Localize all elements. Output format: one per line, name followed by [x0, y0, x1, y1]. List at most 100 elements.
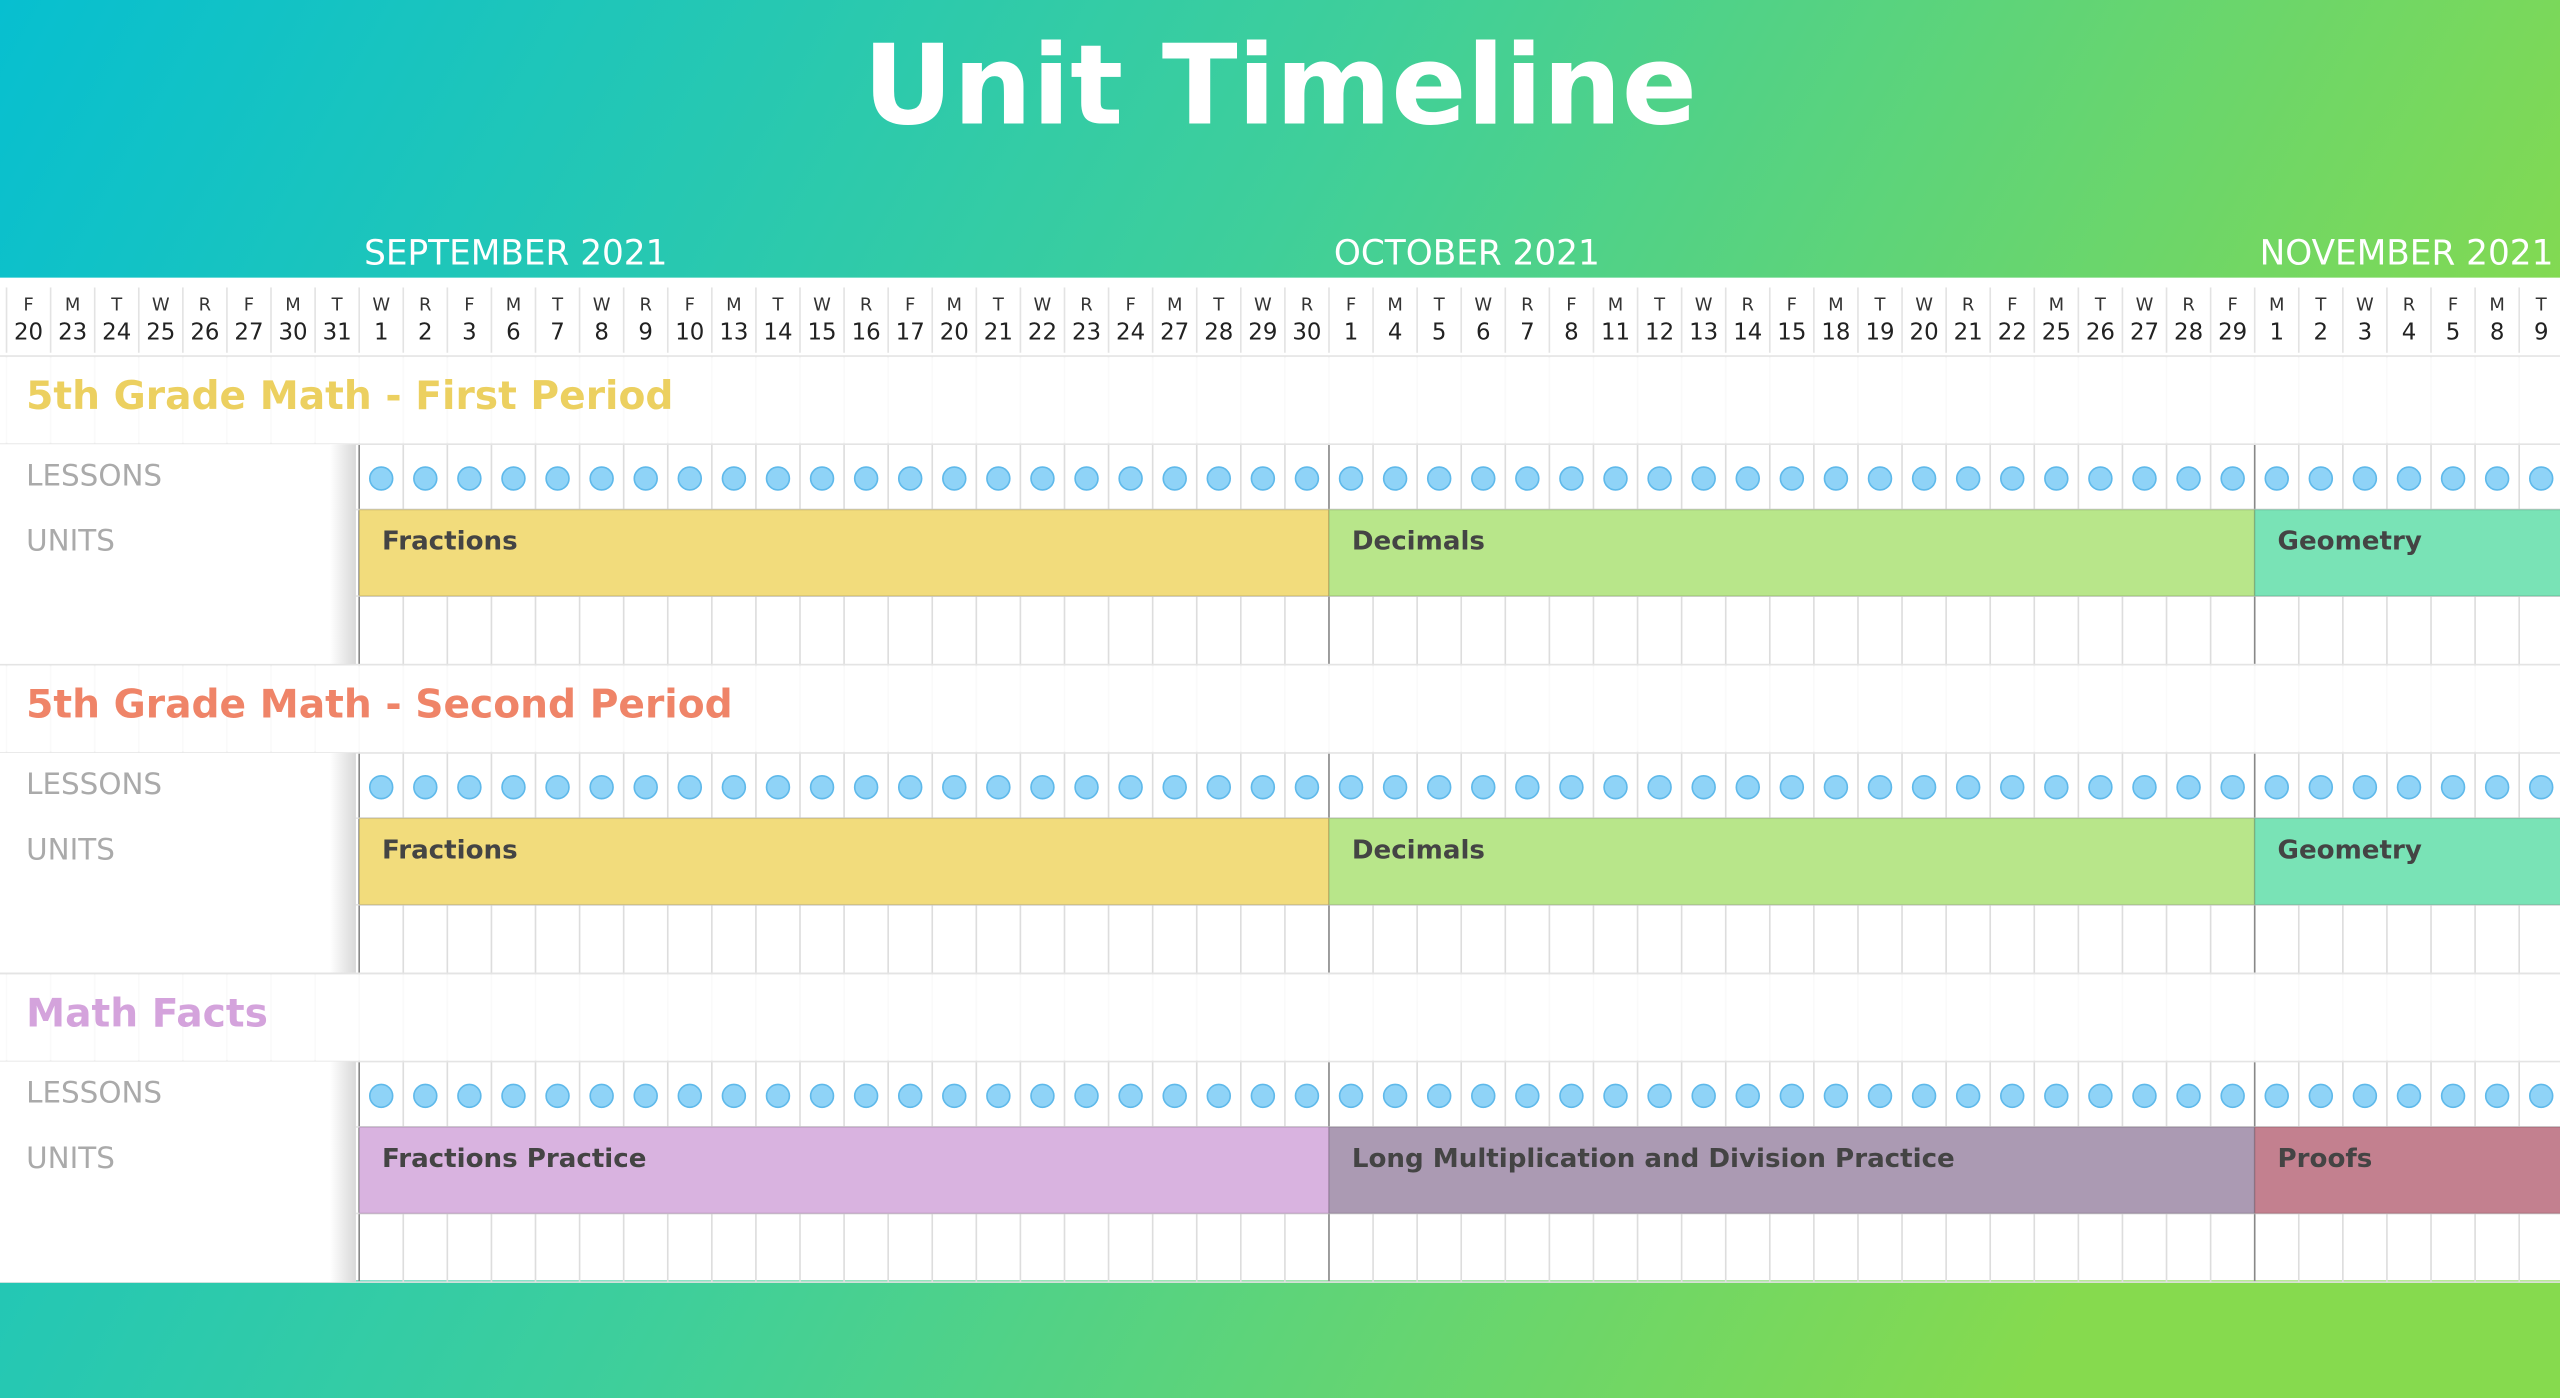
lesson-dot[interactable] — [1647, 466, 1672, 491]
lesson-dot[interactable] — [1691, 466, 1716, 491]
lesson-dot[interactable] — [765, 774, 791, 800]
lesson-dot[interactable] — [2484, 466, 2510, 491]
lesson-dot[interactable] — [986, 774, 1011, 800]
lesson-dot[interactable] — [2044, 774, 2069, 800]
lesson-dot[interactable] — [721, 774, 747, 800]
lesson-dot[interactable] — [1426, 466, 1452, 491]
lesson-dot[interactable] — [1823, 1083, 1849, 1109]
lesson-dot[interactable] — [2352, 466, 2378, 491]
lesson-dot[interactable] — [1559, 774, 1584, 800]
lesson-dot[interactable] — [1603, 774, 1628, 800]
lesson-dot[interactable] — [545, 1083, 570, 1109]
lesson-dot[interactable] — [2484, 1083, 2510, 1109]
lesson-dot[interactable] — [2264, 1083, 2289, 1109]
lesson-dot[interactable] — [1030, 774, 1055, 800]
lesson-dot[interactable] — [589, 1083, 614, 1109]
lesson-dot[interactable] — [1162, 466, 1187, 491]
lesson-dot[interactable] — [853, 466, 879, 491]
lesson-dot[interactable] — [2396, 1083, 2422, 1109]
lesson-dot[interactable] — [1338, 1083, 1364, 1109]
lesson-dot[interactable] — [2264, 774, 2289, 800]
lesson-dot[interactable] — [1118, 1083, 1143, 1109]
lesson-dot[interactable] — [2352, 1083, 2378, 1109]
lesson-dot[interactable] — [2044, 1083, 2069, 1109]
lesson-dot[interactable] — [1515, 774, 1540, 800]
lesson-dot[interactable] — [677, 466, 703, 491]
lesson-dot[interactable] — [2440, 774, 2466, 800]
lesson-dot[interactable] — [1735, 466, 1760, 491]
lesson-dot[interactable] — [368, 774, 394, 800]
lesson-dot[interactable] — [1911, 774, 1937, 800]
lesson-dot[interactable] — [2220, 774, 2245, 800]
lesson-dot[interactable] — [2132, 1083, 2157, 1109]
lesson-dot[interactable] — [633, 1083, 658, 1109]
lesson-dot[interactable] — [1603, 1083, 1628, 1109]
lesson-dot[interactable] — [1691, 1083, 1716, 1109]
unit-bar[interactable] — [1328, 817, 2256, 906]
lesson-dot[interactable] — [2088, 774, 2113, 800]
lesson-dot[interactable] — [413, 466, 438, 491]
lesson-dot[interactable] — [765, 466, 791, 491]
lesson-dot[interactable] — [2308, 1083, 2334, 1109]
lesson-dot[interactable] — [677, 1083, 703, 1109]
lesson-dot[interactable] — [1338, 774, 1364, 800]
lesson-dot[interactable] — [2220, 1083, 2245, 1109]
lesson-dot[interactable] — [1779, 1083, 1805, 1109]
lesson-dot[interactable] — [589, 774, 614, 800]
lesson-dot[interactable] — [1779, 466, 1805, 491]
lesson-dot[interactable] — [1515, 1083, 1540, 1109]
lesson-dot[interactable] — [1030, 466, 1055, 491]
lesson-dot[interactable] — [1735, 1083, 1760, 1109]
lesson-dot[interactable] — [765, 1083, 791, 1109]
lesson-dot[interactable] — [1030, 1083, 1055, 1109]
lesson-dot[interactable] — [2308, 774, 2334, 800]
lesson-dot[interactable] — [1867, 1083, 1893, 1109]
lesson-dot[interactable] — [368, 1083, 394, 1109]
lesson-dot[interactable] — [2000, 466, 2025, 491]
lesson-dot[interactable] — [1294, 774, 1320, 800]
lesson-dot[interactable] — [2000, 774, 2025, 800]
lesson-dot[interactable] — [2176, 466, 2201, 491]
lesson-dot[interactable] — [368, 466, 394, 491]
lesson-dot[interactable] — [1382, 774, 1408, 800]
lesson-dot[interactable] — [1074, 774, 1099, 800]
lesson-dot[interactable] — [809, 466, 835, 491]
unit-bar[interactable] — [2253, 817, 2560, 906]
lesson-dot[interactable] — [942, 466, 967, 491]
lesson-dot[interactable] — [1471, 1083, 1496, 1109]
lesson-dot[interactable] — [2088, 1083, 2113, 1109]
lesson-dot[interactable] — [1206, 774, 1232, 800]
lesson-dot[interactable] — [1074, 466, 1099, 491]
lesson-dot[interactable] — [589, 466, 614, 491]
lesson-dot[interactable] — [1735, 774, 1760, 800]
lesson-dot[interactable] — [2396, 466, 2422, 491]
lesson-dot[interactable] — [1955, 774, 1981, 800]
lesson-dot[interactable] — [1603, 466, 1628, 491]
lesson-dot[interactable] — [1162, 774, 1187, 800]
lesson-dot[interactable] — [986, 1083, 1011, 1109]
lesson-dot[interactable] — [1955, 1083, 1981, 1109]
lesson-dot[interactable] — [1559, 466, 1584, 491]
lesson-dot[interactable] — [809, 774, 835, 800]
lesson-dot[interactable] — [1955, 466, 1981, 491]
lesson-dot[interactable] — [413, 774, 438, 800]
unit-bar[interactable] — [358, 508, 1330, 597]
lesson-dot[interactable] — [942, 1083, 967, 1109]
lesson-dot[interactable] — [413, 1083, 438, 1109]
lesson-dot[interactable] — [721, 466, 747, 491]
lesson-dot[interactable] — [677, 774, 703, 800]
lesson-dot[interactable] — [2132, 466, 2157, 491]
unit-bar[interactable] — [358, 1126, 1330, 1215]
lesson-dot[interactable] — [501, 1083, 526, 1109]
unit-bar[interactable] — [1328, 1126, 2256, 1215]
unit-bar[interactable] — [2253, 508, 2560, 597]
lesson-dot[interactable] — [2352, 774, 2378, 800]
unit-bar[interactable] — [358, 817, 1330, 906]
lesson-dot[interactable] — [1206, 1083, 1232, 1109]
lesson-dot[interactable] — [1867, 774, 1893, 800]
lesson-dot[interactable] — [1471, 466, 1496, 491]
lesson-dot[interactable] — [897, 774, 923, 800]
lesson-dot[interactable] — [1426, 1083, 1452, 1109]
lesson-dot[interactable] — [986, 466, 1011, 491]
lesson-dot[interactable] — [457, 774, 482, 800]
